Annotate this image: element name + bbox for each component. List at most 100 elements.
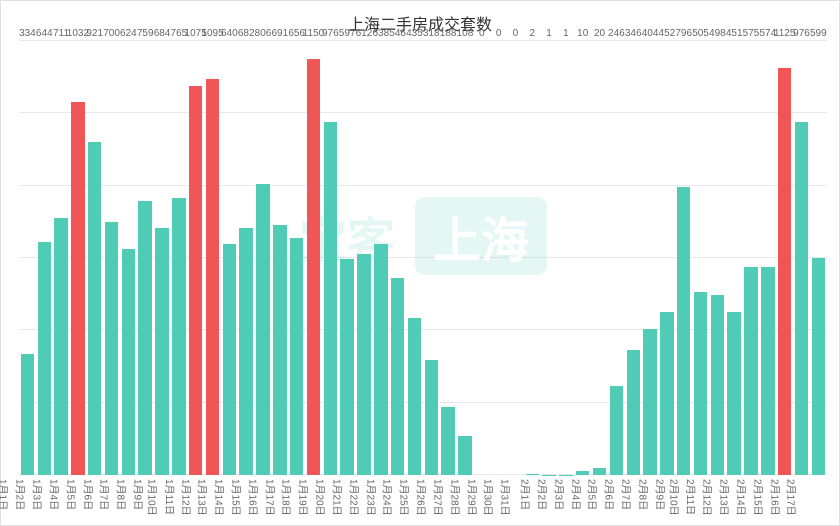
bar-value-label: 575	[743, 28, 760, 39]
bar-value-label: 334	[19, 28, 36, 39]
bar-slot: 0	[473, 41, 490, 475]
bar: 976	[795, 122, 808, 475]
bar: 574	[761, 267, 774, 475]
bar-slot: 1	[558, 41, 575, 475]
x-axis-label: 2月6日	[603, 479, 618, 510]
bar-value-label: 20	[594, 28, 605, 39]
x-axis-label: 1月29日	[465, 479, 480, 516]
x-axis-label: 1月2日	[14, 479, 29, 510]
x-axis-label: 1月30日	[482, 479, 497, 516]
bar-value-label: 498	[709, 28, 726, 39]
bar: 976	[324, 122, 337, 475]
bar-slot: 452	[658, 41, 675, 475]
x-axis-label: 1月21日	[331, 479, 346, 516]
bar-value-label: 612	[356, 28, 373, 39]
bar: 624	[122, 249, 135, 475]
x-axis-label: 2月15日	[751, 479, 766, 516]
bar-value-label: 759	[137, 28, 154, 39]
x-axis-label: 1月3日	[31, 479, 46, 510]
bar: 246	[610, 386, 623, 475]
bars-container: 3346447111032921700624759684765107510956…	[19, 41, 827, 475]
bar-value-label: 638	[372, 28, 389, 39]
x-axis-label: 1月20日	[314, 479, 329, 516]
bar-slot: 711	[53, 41, 70, 475]
x-axis-label: 1月19日	[297, 479, 312, 516]
bar: 684	[155, 228, 168, 475]
bar: 108	[458, 436, 471, 475]
x-axis-label: 2月10日	[667, 479, 682, 516]
bar-slot: 684	[154, 41, 171, 475]
bar-slot: 346	[625, 41, 642, 475]
x-axis-label: 2月14日	[735, 479, 750, 516]
bar-slot: 921	[86, 41, 103, 475]
bar-slot: 575	[743, 41, 760, 475]
bar: 346	[627, 350, 640, 475]
bar-slot: 404	[642, 41, 659, 475]
x-axis-labels: 1月1日1月2日1月3日1月4日1月5日1月6日1月7日1月8日1月9日1月10…	[19, 475, 827, 525]
bar-slot: 759	[137, 41, 154, 475]
x-axis-label: 1月8日	[115, 479, 130, 510]
bar-slot: 1095	[204, 41, 221, 475]
plot-area: 宝客 上海 3346447111032921700624759684765107…	[19, 41, 827, 475]
bar: 1075	[189, 86, 202, 475]
bar: 644	[38, 242, 51, 475]
bar: 1095	[206, 79, 219, 475]
bar-value-label: 346	[625, 28, 642, 39]
x-axis-label: 2月11日	[684, 479, 699, 515]
x-axis-label: 2月13日	[718, 479, 733, 516]
x-axis-label: 1月17日	[263, 479, 278, 516]
bar: 640	[223, 244, 236, 475]
bar-value-label: 1	[546, 28, 552, 39]
x-axis-label: 1月23日	[364, 479, 379, 516]
bar-slot: 574	[759, 41, 776, 475]
bar-value-label: 0	[479, 28, 485, 39]
bar-slot: 640	[221, 41, 238, 475]
bar-value-label: 451	[726, 28, 743, 39]
bar-slot: 20	[591, 41, 608, 475]
bar-slot: 1	[541, 41, 558, 475]
x-axis-label: 2月8日	[636, 479, 651, 510]
bar: 505	[694, 292, 707, 475]
x-axis-label: 1月26日	[415, 479, 430, 516]
x-axis-label: 1月24日	[381, 479, 396, 516]
bar-value-label: 10	[577, 28, 588, 39]
x-axis-label: 1月1日	[0, 479, 12, 510]
bar: 765	[172, 198, 185, 475]
bar: 188	[441, 407, 454, 475]
x-axis-label: 2月2日	[535, 479, 550, 510]
x-axis-label: 2月3日	[552, 479, 567, 510]
bar-value-label: 505	[692, 28, 709, 39]
x-axis-label: 1月18日	[280, 479, 295, 516]
bar-value-label: 108	[457, 28, 474, 39]
bar: 921	[88, 142, 101, 475]
x-axis-label: 1月12日	[179, 479, 194, 516]
bar-slot: 451	[726, 41, 743, 475]
bar: 404	[643, 329, 656, 475]
bar: 1125	[778, 68, 791, 475]
bar-slot: 1150	[305, 41, 322, 475]
bar-slot: 2	[524, 41, 541, 475]
bar: 318	[425, 360, 438, 475]
bar-slot: 0	[507, 41, 524, 475]
bar-slot: 765	[170, 41, 187, 475]
bar-slot: 1075	[187, 41, 204, 475]
bar: 806	[256, 184, 269, 476]
x-axis-label: 1月15日	[230, 479, 245, 516]
bar-value-label: 640	[221, 28, 238, 39]
bar-value-label: 624	[120, 28, 137, 39]
bar-value-label: 599	[810, 28, 827, 39]
bar: 334	[21, 354, 34, 475]
bar-slot: 691	[271, 41, 288, 475]
x-axis-label: 2月5日	[586, 479, 601, 510]
x-axis-label: 2月9日	[653, 479, 668, 510]
bar-slot: 806	[255, 41, 272, 475]
bar-slot: 0	[490, 41, 507, 475]
bar: 682	[239, 228, 252, 475]
x-axis-label: 1月27日	[432, 479, 447, 516]
bar: 700	[105, 222, 118, 475]
x-label-slot: 2月17日	[810, 475, 827, 525]
bar: 597	[340, 259, 353, 475]
bar-slot: 246	[608, 41, 625, 475]
bar-slot: 318	[423, 41, 440, 475]
x-axis-label: 1月7日	[98, 479, 113, 510]
